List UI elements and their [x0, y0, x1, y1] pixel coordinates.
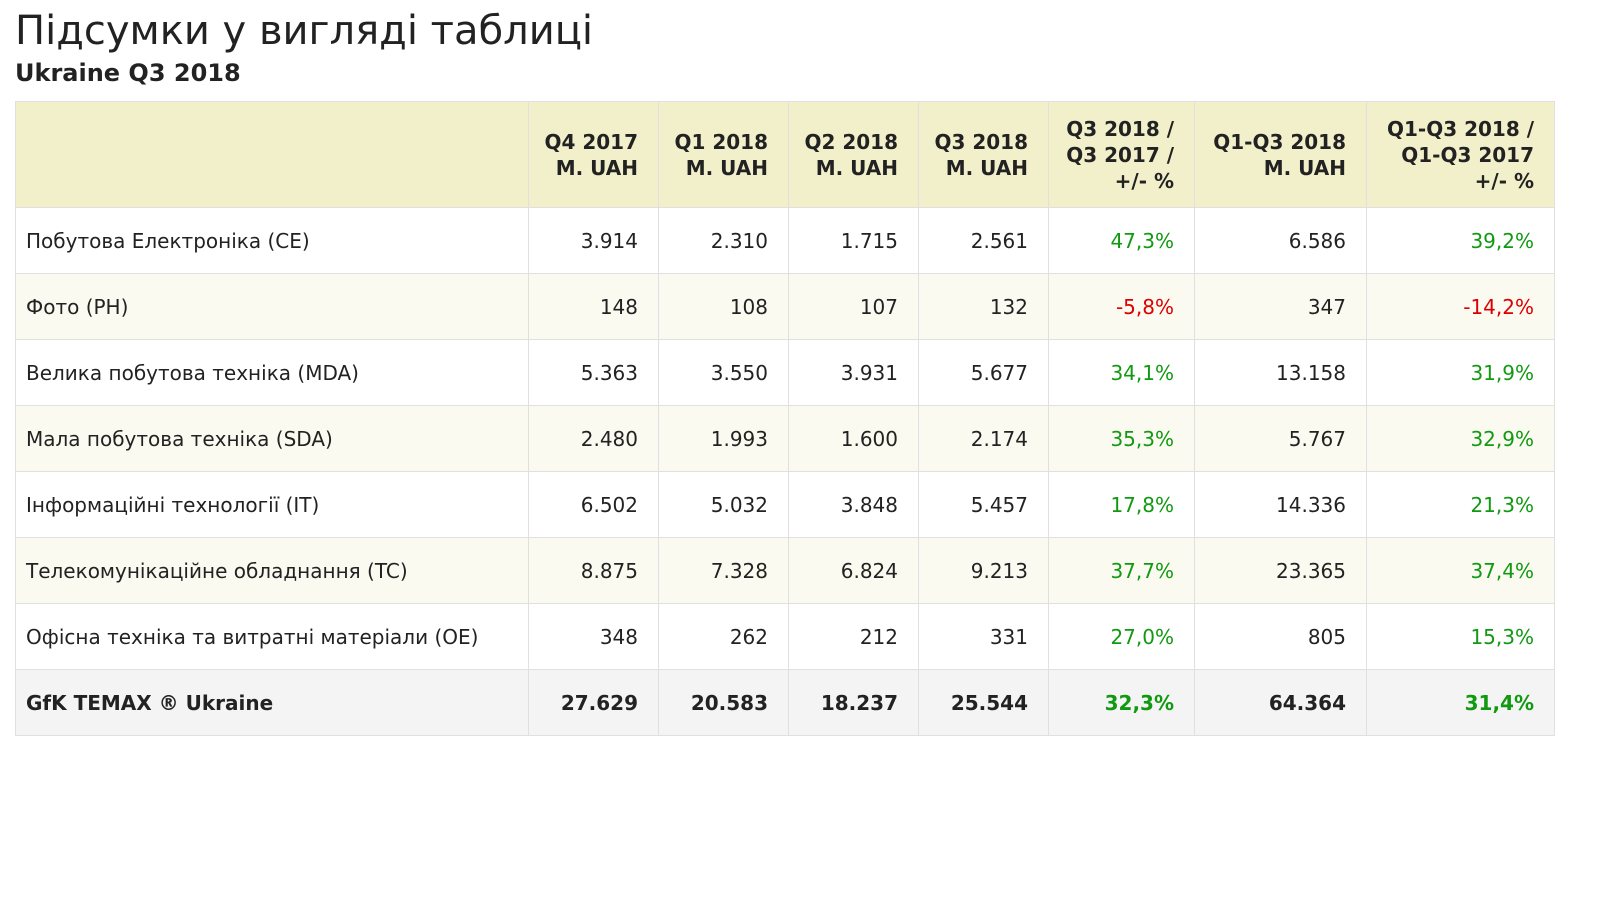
header-q1q3-yoy: Q1-Q3 2018 / Q1-Q3 2017 +/- % [1366, 101, 1555, 208]
cell-q2-2018: 212 [788, 603, 919, 670]
total-q4-2017: 27.629 [528, 669, 659, 736]
cell-q3-2018: 5.457 [918, 471, 1049, 538]
cell-q4-2017: 3.914 [528, 207, 659, 274]
cell-q3-2018: 9.213 [918, 537, 1049, 604]
header-q4-2017: Q4 2017 M. UAH [528, 101, 659, 208]
table-row: Телекомунікаційне обладнання (TC) 8.875 7.… [15, 537, 1555, 604]
cell-q1-2018: 1.993 [658, 405, 789, 472]
cell-q1-2018: 5.032 [658, 471, 789, 538]
row-label: Мала побутова техніка (SDA) [15, 405, 529, 472]
header-q3-yoy: Q3 2018 / Q3 2017 / +/- % [1048, 101, 1195, 208]
cell-q2-2018: 1.715 [788, 207, 919, 274]
cell-q1q3-2018: 805 [1194, 603, 1367, 670]
cell-q3-yoy: 27,0% [1048, 603, 1195, 670]
cell-q3-yoy: 34,1% [1048, 339, 1195, 406]
total-q2-2018: 18.237 [788, 669, 919, 736]
header-q1-2018: Q1 2018 M. UAH [658, 101, 789, 208]
row-label: Телекомунікаційне обладнання (TC) [15, 537, 529, 604]
row-label: Офісна техніка та витратні матеріали (OE… [15, 603, 529, 670]
cell-q3-2018: 5.677 [918, 339, 1049, 406]
cell-q4-2017: 6.502 [528, 471, 659, 538]
cell-q1q3-2018: 13.158 [1194, 339, 1367, 406]
cell-q2-2018: 1.600 [788, 405, 919, 472]
total-label: GfK TEMAX ® Ukraine [15, 669, 529, 736]
summary-table: Q4 2017 M. UAH Q1 2018 M. UAH Q2 2018 M.… [15, 101, 1555, 736]
cell-q1-2018: 262 [658, 603, 789, 670]
cell-q2-2018: 107 [788, 273, 919, 340]
total-q3-2018: 25.544 [918, 669, 1049, 736]
cell-q4-2017: 8.875 [528, 537, 659, 604]
cell-q1q3-yoy: 32,9% [1366, 405, 1555, 472]
cell-q1-2018: 108 [658, 273, 789, 340]
cell-q2-2018: 6.824 [788, 537, 919, 604]
table-body: Побутова Електроніка (CE) 3.914 2.310 1.715… [15, 207, 1555, 670]
total-q1q3-2018: 64.364 [1194, 669, 1367, 736]
header-category [15, 101, 529, 208]
table-row: Офісна техніка та витратні матеріали (OE… [15, 603, 1555, 670]
cell-q4-2017: 348 [528, 603, 659, 670]
table-row: Велика побутова техніка (MDA) 5.363 3.550 3… [15, 339, 1555, 406]
cell-q1q3-2018: 14.336 [1194, 471, 1367, 538]
table-row: Побутова Електроніка (CE) 3.914 2.310 1.715… [15, 207, 1555, 274]
cell-q1q3-2018: 347 [1194, 273, 1367, 340]
cell-q1q3-yoy: 39,2% [1366, 207, 1555, 274]
cell-q3-2018: 2.561 [918, 207, 1049, 274]
table-header-row: Q4 2017 M. UAH Q1 2018 M. UAH Q2 2018 M.… [15, 101, 1555, 208]
header-q1q3-2018: Q1-Q3 2018 M. UAH [1194, 101, 1367, 208]
cell-q1q3-yoy: -14,2% [1366, 273, 1555, 340]
table-row: Мала побутова техніка (SDA) 2.480 1.993 1.6… [15, 405, 1555, 472]
cell-q1q3-yoy: 31,9% [1366, 339, 1555, 406]
header-q3-2018: Q3 2018 M. UAH [918, 101, 1049, 208]
row-label: Фото (PH) [15, 273, 529, 340]
cell-q3-2018: 331 [918, 603, 1049, 670]
cell-q1q3-yoy: 37,4% [1366, 537, 1555, 604]
cell-q3-yoy: 47,3% [1048, 207, 1195, 274]
cell-q1q3-2018: 6.586 [1194, 207, 1367, 274]
total-q1q3-yoy: 31,4% [1366, 669, 1555, 736]
cell-q3-2018: 2.174 [918, 405, 1049, 472]
cell-q1q3-yoy: 21,3% [1366, 471, 1555, 538]
cell-q1q3-yoy: 15,3% [1366, 603, 1555, 670]
cell-q3-yoy: 35,3% [1048, 405, 1195, 472]
cell-q3-yoy: 17,8% [1048, 471, 1195, 538]
row-label: Велика побутова техніка (MDA) [15, 339, 529, 406]
cell-q3-2018: 132 [918, 273, 1049, 340]
header-q2-2018: Q2 2018 M. UAH [788, 101, 919, 208]
total-q3-yoy: 32,3% [1048, 669, 1195, 736]
cell-q4-2017: 148 [528, 273, 659, 340]
cell-q2-2018: 3.931 [788, 339, 919, 406]
cell-q3-yoy: 37,7% [1048, 537, 1195, 604]
table-total-row: GfK TEMAX ® Ukraine 27.629 20.583 18.237… [15, 669, 1555, 736]
cell-q1-2018: 7.328 [658, 537, 789, 604]
cell-q1-2018: 3.550 [658, 339, 789, 406]
cell-q1q3-2018: 5.767 [1194, 405, 1367, 472]
cell-q4-2017: 5.363 [528, 339, 659, 406]
page-title: Підсумки у вигляді таблиці [15, 8, 594, 54]
table-row: Фото (PH) 148 108 107 132 -5,8% 347 -14,2% [15, 273, 1555, 340]
cell-q2-2018: 3.848 [788, 471, 919, 538]
table-row: Інформаційні технології (IT) 6.502 5.032 3.… [15, 471, 1555, 538]
cell-q4-2017: 2.480 [528, 405, 659, 472]
cell-q1-2018: 2.310 [658, 207, 789, 274]
total-q1-2018: 20.583 [658, 669, 789, 736]
cell-q1q3-2018: 23.365 [1194, 537, 1367, 604]
cell-q3-yoy: -5,8% [1048, 273, 1195, 340]
row-label: Інформаційні технології (IT) [15, 471, 529, 538]
row-label: Побутова Електроніка (CE) [15, 207, 529, 274]
page-subtitle: Ukraine Q3 2018 [15, 59, 241, 87]
